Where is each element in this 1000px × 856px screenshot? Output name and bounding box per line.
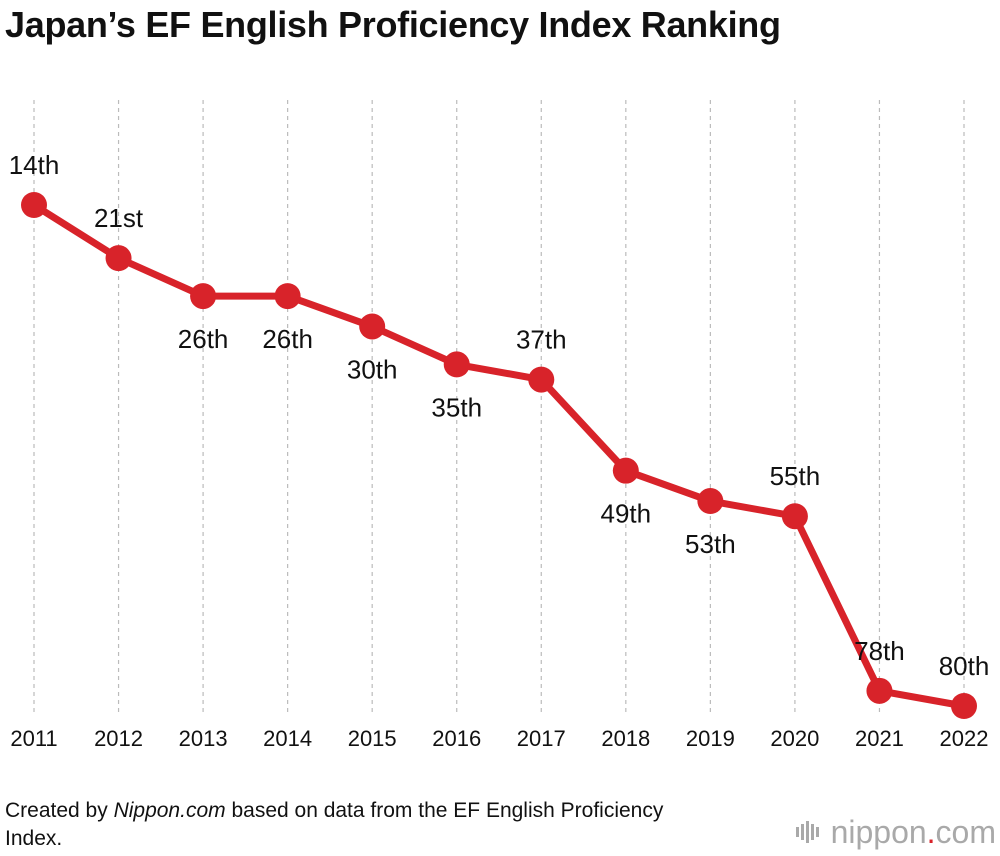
data-point-2016 — [443, 351, 470, 378]
data-point-2021 — [866, 677, 893, 704]
data-point-2018 — [612, 457, 639, 484]
x-tick-2020: 2020 — [770, 726, 819, 751]
source-suffix: based on data from the EF English Profic… — [5, 799, 664, 850]
series-line — [30, 201, 968, 710]
data-label-2021: 78th — [854, 636, 905, 666]
data-point-2020 — [781, 503, 808, 530]
logo-name: nippon — [830, 813, 927, 850]
data-point-2011 — [21, 192, 47, 218]
data-label-2022: 80th — [939, 651, 990, 681]
data-label-2012: 21st — [94, 203, 144, 233]
nippon-logo: nippon.com — [795, 812, 996, 852]
source-note: Created by Nippon.com based on data from… — [5, 797, 695, 853]
grid-lines — [33, 100, 965, 712]
data-label-2011: 14th — [9, 150, 60, 180]
data-point-2012 — [105, 245, 132, 272]
data-label-2015: 30th — [347, 354, 398, 384]
data-label-2014: 26th — [262, 324, 313, 354]
data-label-2020: 55th — [770, 461, 821, 491]
data-point-2019 — [697, 488, 724, 515]
x-tick-2021: 2021 — [855, 726, 904, 751]
data-label-2019: 53th — [685, 529, 736, 559]
data-point-2013 — [190, 283, 217, 310]
x-tick-2014: 2014 — [263, 726, 312, 751]
x-tick-2019: 2019 — [686, 726, 735, 751]
data-point-2014 — [274, 283, 301, 310]
data-point-2022 — [951, 693, 977, 719]
logo-dot: . — [926, 813, 936, 850]
x-axis-ticks: 2011 2012 2013 2014 2015 2016 2017 2018 2019 2020… — [10, 726, 988, 751]
x-tick-2012: 2012 — [94, 726, 143, 751]
x-tick-2017: 2017 — [517, 726, 566, 751]
data-point-2017 — [528, 366, 555, 393]
x-tick-2013: 2013 — [179, 726, 228, 751]
data-point-2015 — [359, 313, 386, 340]
x-tick-2011: 2011 — [10, 726, 57, 751]
line-chart: 14th 21st 26th 26th 30th 35th 37th 49th 53th 55th… — [9, 100, 990, 751]
data-points — [21, 192, 977, 719]
logo-bars-icon — [795, 821, 819, 843]
x-tick-2015: 2015 — [348, 726, 397, 751]
ranking-line — [30, 201, 968, 710]
chart-title: Japan’s EF English Proficiency Index Ran… — [5, 4, 781, 45]
x-tick-2018: 2018 — [601, 726, 650, 751]
data-labels: 14th 21st 26th 26th 30th 35th 37th 49th 53th 55th… — [9, 150, 990, 681]
data-label-2013: 26th — [178, 324, 229, 354]
source-site: Nippon.com — [113, 799, 226, 822]
logo-tld: com — [935, 813, 996, 850]
x-tick-2022: 2022 — [940, 726, 989, 751]
x-tick-2016: 2016 — [432, 726, 481, 751]
data-label-2017: 37th — [516, 325, 567, 355]
data-label-2016: 35th — [431, 392, 482, 422]
source-prefix: Created by — [5, 799, 114, 822]
data-label-2018: 49th — [601, 499, 652, 529]
